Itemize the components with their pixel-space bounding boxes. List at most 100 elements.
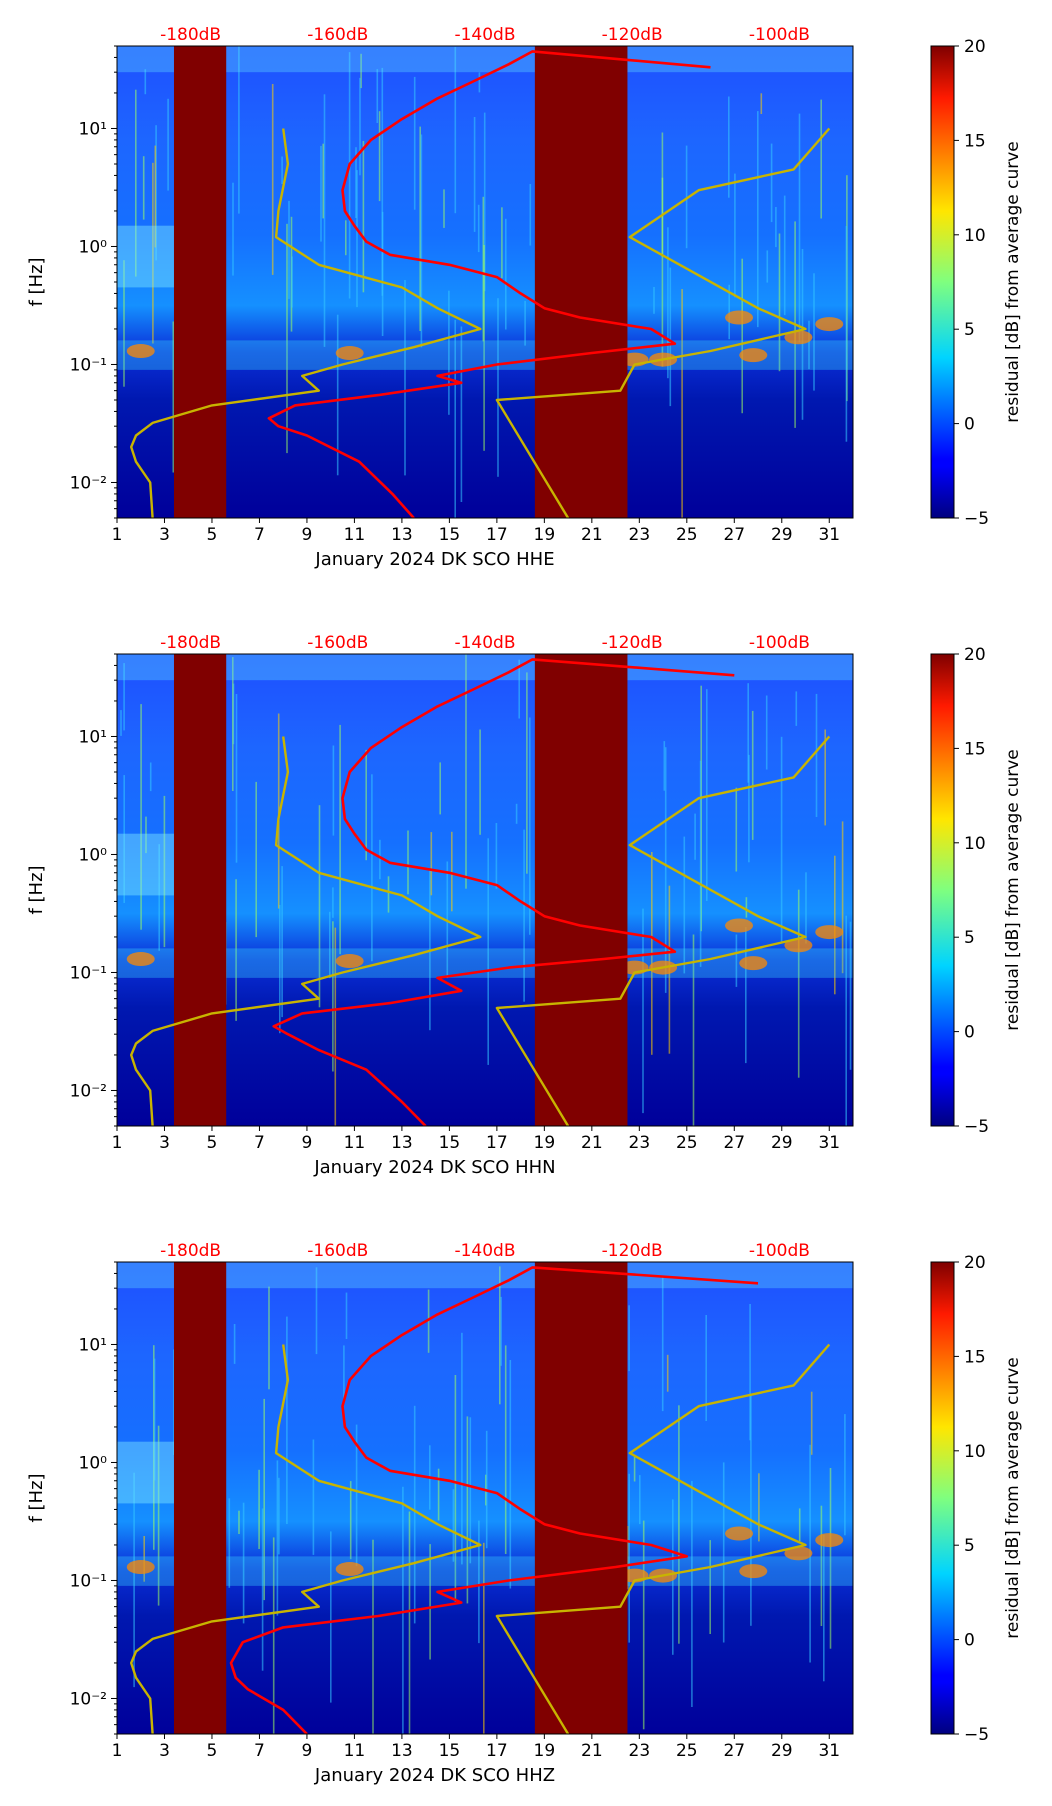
top-axis-label: -100dB [749, 25, 810, 45]
transient-streak [797, 889, 800, 1078]
transient-streak [798, 1508, 801, 1542]
x-axis-label: January 2024 DK SCO HHZ [314, 1765, 555, 1786]
hot-spot [739, 348, 768, 363]
transient-streak [504, 1345, 507, 1554]
transient-streak [728, 284, 730, 340]
noise-model-line [130, 736, 482, 1126]
top-axis-label: -180dB [160, 25, 221, 45]
colorbar-tick-label: 5 [964, 1536, 975, 1556]
x-tick-label: 5 [207, 525, 218, 545]
transient-streak [448, 290, 450, 415]
high-frequency-band [117, 46, 853, 73]
transient-streak [443, 189, 445, 228]
transient-streak [495, 823, 498, 889]
transient-streak [518, 659, 520, 719]
transient-streak [482, 196, 485, 342]
y-tick-label: 10⁻¹ [70, 1571, 107, 1591]
transient-streak [286, 1316, 288, 1524]
transient-streak [133, 1472, 135, 1688]
transient-streak [681, 289, 683, 518]
noise-model-line [130, 128, 482, 518]
transient-streak [359, 77, 361, 176]
transient-streak [628, 1473, 630, 1643]
transient-streak [413, 1405, 416, 1624]
y-tick-label: 10⁻² [70, 473, 107, 493]
x-tick-label: 1 [112, 1133, 123, 1153]
data-gap [534, 654, 628, 1126]
transient-streak [706, 689, 708, 901]
transient-streak [683, 836, 686, 974]
transient-streak [705, 1315, 707, 1421]
transient-streak [454, 319, 456, 518]
transient-streak [709, 1540, 711, 1634]
colorbar-tick-label: 20 [964, 645, 986, 665]
x-tick-label: 9 [302, 1133, 313, 1153]
top-axis-label: -100dB [749, 1241, 810, 1261]
transient-streak [135, 89, 137, 277]
data-gap [534, 1262, 628, 1734]
y-tick-label: 10⁻¹ [70, 963, 107, 983]
x-tick-label: 19 [534, 1133, 556, 1153]
transient-streak [628, 1305, 630, 1372]
heatmap-background [117, 654, 853, 1126]
x-tick-label: 27 [723, 1741, 745, 1761]
transient-streak [318, 805, 321, 1008]
high-frequency-band [117, 654, 853, 681]
spectrogram-panel-3: 1 3 5 7 9 11 13 15 17 19 21 23 25 27 29 3110⁻²10⁻¹10⁰10… [26, 1241, 1023, 1786]
y-tick-label: 10⁰ [79, 1453, 108, 1473]
transient-streak [320, 145, 322, 242]
transient-streak [661, 1277, 664, 1412]
transient-streak [815, 693, 818, 817]
heatmap-field [117, 654, 853, 1126]
x-tick-label: 1 [112, 525, 123, 545]
colorbar-tick-label: 0 [964, 415, 975, 435]
transient-streak [439, 762, 441, 815]
transient-streak [419, 126, 421, 331]
transient-streak [734, 173, 736, 298]
transient-streak [387, 876, 390, 913]
x-tick-label: 13 [391, 1741, 413, 1761]
transient-streak [691, 1480, 693, 1707]
y-axis-label: f [Hz] [26, 257, 47, 306]
transient-streak [780, 736, 783, 942]
transient-streak [805, 872, 807, 944]
x-tick-label: 17 [486, 1133, 508, 1153]
transient-streak [500, 1296, 502, 1366]
transient-streak [291, 256, 293, 308]
x-tick-label: 7 [254, 1741, 265, 1761]
transient-streak [757, 111, 759, 328]
colorbar-tick-label: −5 [964, 509, 989, 529]
transient-streak [642, 908, 644, 1114]
transient-streak [694, 813, 696, 860]
transient-streak [745, 927, 747, 1064]
transient-streak [336, 314, 339, 476]
top-axis-label: -140dB [454, 633, 515, 653]
transient-streak [515, 803, 518, 824]
transient-streak [483, 245, 485, 451]
hot-spot [725, 310, 754, 325]
colorbar-tick-label: 15 [964, 1347, 986, 1367]
transient-streak [123, 775, 125, 903]
colorbar-tick-label: 0 [964, 1631, 975, 1651]
hot-spot [739, 956, 768, 971]
transient-streak [841, 821, 844, 974]
x-tick-label: 25 [676, 525, 698, 545]
x-tick-label: 21 [581, 1741, 603, 1761]
transient-streak [345, 220, 347, 256]
transient-streak [232, 657, 234, 791]
transient-streak [349, 1481, 352, 1560]
transient-streak [741, 258, 743, 414]
transient-streak [497, 298, 499, 477]
transient-streak [145, 816, 147, 854]
low-day-patch [117, 1441, 174, 1504]
transient-streak [666, 1354, 669, 1392]
transient-streak [408, 1511, 411, 1734]
transient-streak [479, 729, 481, 835]
transient-streak [770, 143, 773, 223]
data-gap [173, 1262, 227, 1734]
average-curve-line [229, 1266, 759, 1734]
transient-streak [760, 93, 763, 114]
transient-streak [420, 134, 423, 348]
colorbar [930, 45, 955, 519]
